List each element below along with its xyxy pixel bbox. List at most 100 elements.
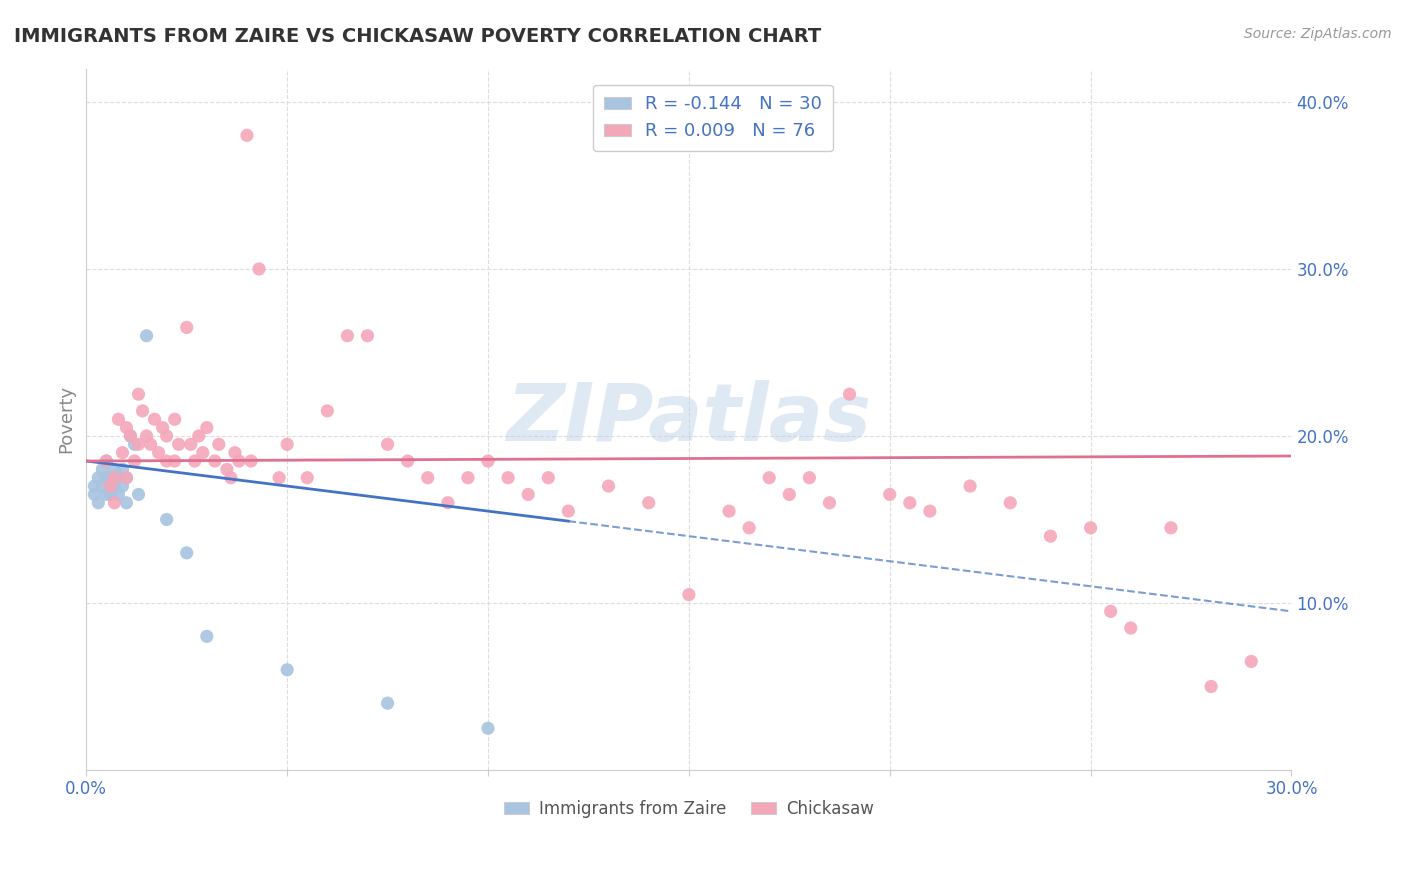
Point <box>678 588 700 602</box>
Point <box>128 487 150 501</box>
Point <box>176 546 198 560</box>
Point <box>637 496 659 510</box>
Point <box>228 454 250 468</box>
Point <box>139 437 162 451</box>
Text: ZIPatlas: ZIPatlas <box>506 380 872 458</box>
Point <box>124 454 146 468</box>
Point <box>758 471 780 485</box>
Point <box>103 462 125 476</box>
Point <box>187 429 209 443</box>
Point <box>100 471 122 485</box>
Point <box>208 437 231 451</box>
Point <box>156 454 179 468</box>
Point <box>276 437 298 451</box>
Point <box>879 487 901 501</box>
Point <box>195 629 218 643</box>
Point <box>180 437 202 451</box>
Point <box>103 471 125 485</box>
Point <box>156 429 179 443</box>
Point <box>191 445 214 459</box>
Point <box>156 512 179 526</box>
Point <box>96 454 118 468</box>
Point <box>1240 655 1263 669</box>
Point <box>477 454 499 468</box>
Point <box>135 328 157 343</box>
Point <box>496 471 519 485</box>
Point <box>131 404 153 418</box>
Point <box>959 479 981 493</box>
Point <box>91 462 114 476</box>
Point <box>115 496 138 510</box>
Point <box>276 663 298 677</box>
Point <box>269 471 291 485</box>
Point <box>152 420 174 434</box>
Y-axis label: Poverty: Poverty <box>58 385 75 453</box>
Point <box>537 471 560 485</box>
Text: Source: ZipAtlas.com: Source: ZipAtlas.com <box>1244 27 1392 41</box>
Point <box>176 320 198 334</box>
Point <box>120 429 142 443</box>
Point <box>1039 529 1062 543</box>
Point <box>115 471 138 485</box>
Point <box>87 471 110 485</box>
Point <box>377 696 399 710</box>
Point <box>838 387 860 401</box>
Point <box>1199 680 1222 694</box>
Point <box>778 487 800 501</box>
Point <box>128 437 150 451</box>
Point <box>111 479 134 493</box>
Point <box>163 454 186 468</box>
Point <box>100 479 122 493</box>
Point <box>718 504 741 518</box>
Point <box>148 445 170 459</box>
Point <box>215 462 238 476</box>
Point <box>1119 621 1142 635</box>
Point <box>236 128 259 143</box>
Point <box>1099 604 1122 618</box>
Point <box>124 437 146 451</box>
Point <box>247 262 270 277</box>
Point <box>437 496 460 510</box>
Point <box>100 487 122 501</box>
Legend: Immigrants from Zaire, Chickasaw: Immigrants from Zaire, Chickasaw <box>498 794 880 825</box>
Point <box>91 479 114 493</box>
Point <box>377 437 399 451</box>
Point <box>224 445 246 459</box>
Point <box>103 496 125 510</box>
Point <box>167 437 190 451</box>
Point <box>219 471 242 485</box>
Point <box>111 445 134 459</box>
Point <box>163 412 186 426</box>
Point <box>96 487 118 501</box>
Point <box>100 479 122 493</box>
Point <box>1080 521 1102 535</box>
Point <box>107 487 129 501</box>
Point <box>120 429 142 443</box>
Point <box>107 412 129 426</box>
Point <box>818 496 841 510</box>
Point <box>1160 521 1182 535</box>
Point <box>416 471 439 485</box>
Point <box>396 454 419 468</box>
Point <box>83 487 105 501</box>
Point <box>517 487 540 501</box>
Point <box>96 471 118 485</box>
Point <box>195 420 218 434</box>
Point <box>738 521 761 535</box>
Point <box>184 454 207 468</box>
Point <box>135 429 157 443</box>
Point <box>103 479 125 493</box>
Point <box>557 504 579 518</box>
Point <box>128 387 150 401</box>
Point <box>918 504 941 518</box>
Point <box>107 471 129 485</box>
Point <box>111 462 134 476</box>
Point <box>1000 496 1022 510</box>
Point <box>598 479 620 493</box>
Text: IMMIGRANTS FROM ZAIRE VS CHICKASAW POVERTY CORRELATION CHART: IMMIGRANTS FROM ZAIRE VS CHICKASAW POVER… <box>14 27 821 45</box>
Point <box>143 412 166 426</box>
Point <box>457 471 479 485</box>
Point <box>115 420 138 434</box>
Point <box>83 479 105 493</box>
Point <box>240 454 263 468</box>
